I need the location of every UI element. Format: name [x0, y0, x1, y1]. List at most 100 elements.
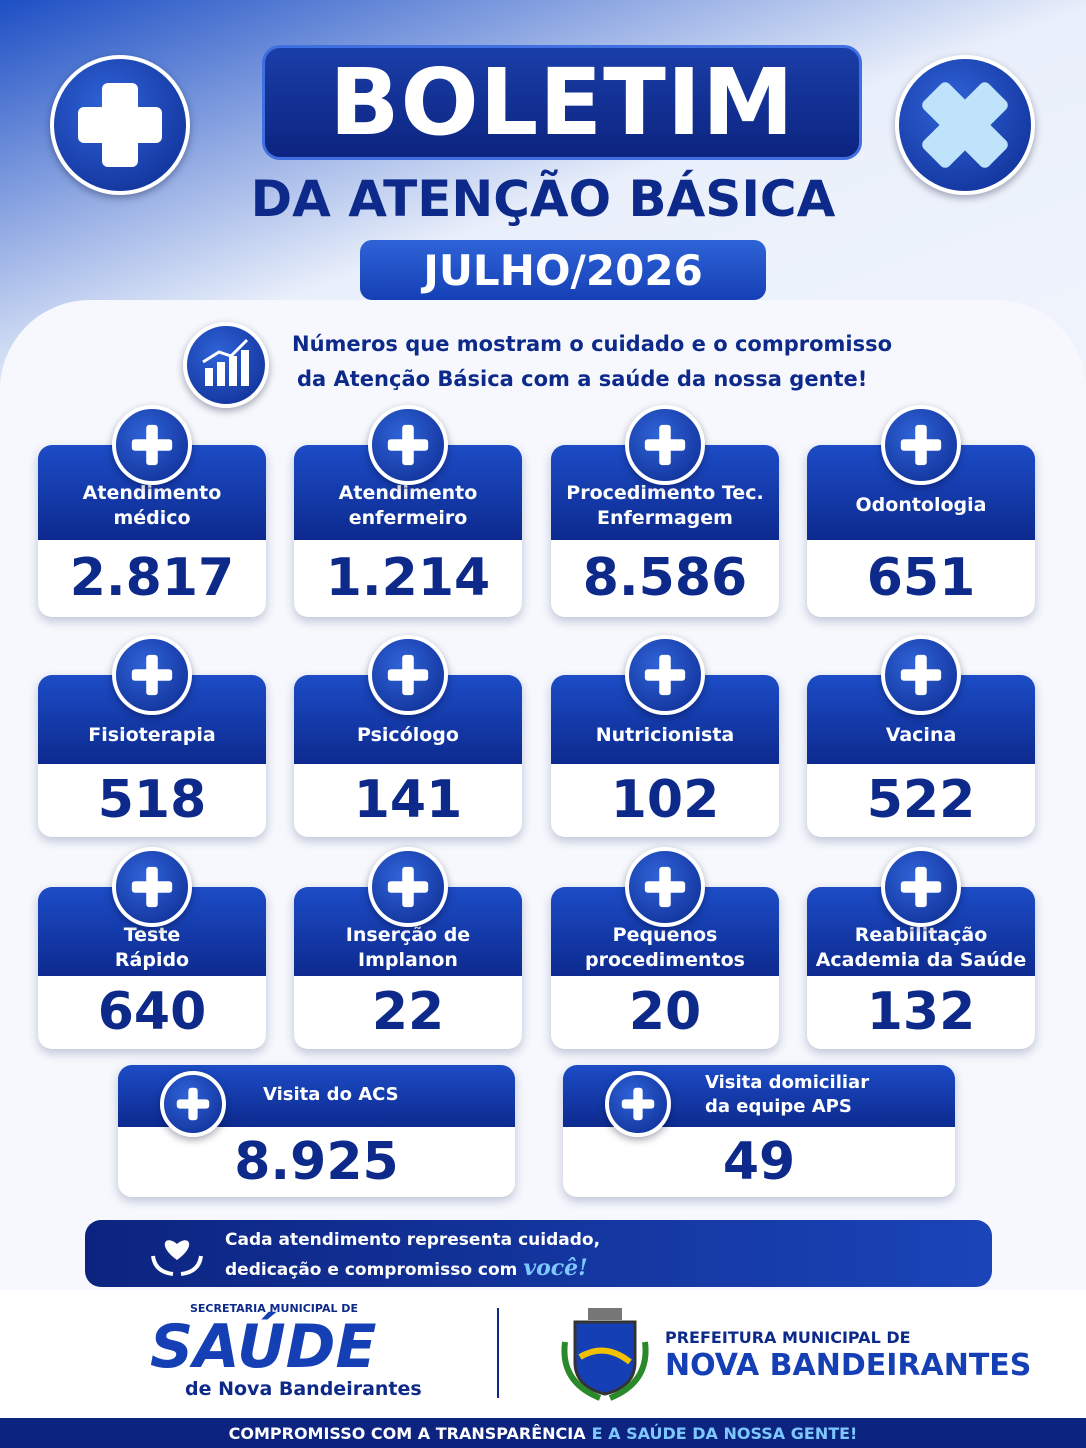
card-icon: [112, 847, 192, 927]
card-icon: [625, 405, 705, 485]
card-header: Inserção de Implanon: [294, 887, 522, 976]
banner-accent: você!: [523, 1255, 588, 1281]
card-label: Atendimento: [82, 482, 222, 504]
card-value: 640: [97, 982, 207, 1042]
period: JULHO/2026: [360, 240, 766, 300]
card-value: 141: [353, 770, 463, 830]
card-label: Psicólogo: [357, 724, 459, 746]
icon-glyph: [387, 654, 429, 696]
banner-line: dedicação e compromisso com você!: [225, 1255, 588, 1281]
banner-text: dedicação e compromisso com: [225, 1260, 518, 1280]
card-value: 2.817: [69, 548, 235, 608]
secretaria-bottom: de Nova Bandeirantes: [185, 1378, 422, 1400]
card-label: médico: [113, 507, 191, 529]
card-label: Inserção de: [345, 924, 471, 946]
icon-glyph: [131, 654, 173, 696]
card-value: 651: [866, 548, 976, 608]
card-label: Teste: [123, 924, 181, 946]
card-value: 132: [866, 982, 976, 1042]
card-icon: [112, 635, 192, 715]
card-icon: [881, 405, 961, 485]
card-value: 522: [866, 770, 976, 830]
card-value: 8.925: [234, 1132, 399, 1192]
footer: SECRETARIA MUNICIPAL DE SAÚDE de Nova Ba…: [0, 1290, 1086, 1418]
icon-glyph: [900, 866, 942, 908]
card-icon: [160, 1071, 226, 1137]
icon-glyph: [900, 424, 942, 466]
card-label: Reabilitação: [854, 924, 988, 946]
stat-card: Nutricionista 102: [551, 675, 779, 837]
icon-glyph: [387, 424, 429, 466]
heart-hands-icon: [151, 1240, 203, 1276]
bar-text: COMPROMISSO COM A TRANSPARÊNCIA: [228, 1423, 586, 1443]
icon-glyph: [621, 1087, 655, 1121]
secretaria-top: SECRETARIA MUNICIPAL DE: [190, 1302, 358, 1315]
card-value: 518: [97, 770, 207, 830]
intro-line: da Atenção Básica com a saúde da nossa g…: [297, 367, 868, 391]
card-label: Fisioterapia: [88, 724, 216, 746]
intro-line: Números que mostram o cuidado e o compro…: [292, 332, 893, 356]
subtitle: DA ATENÇÃO BÁSICA: [250, 170, 836, 228]
card-label: Atendimento: [338, 482, 478, 504]
icon-glyph: [131, 424, 173, 466]
secretaria-logo: SAÚDE: [150, 1312, 377, 1382]
card-header: Fisioterapia: [38, 675, 266, 764]
card-value: 22: [371, 982, 445, 1042]
card-label: da equipe APS: [705, 1096, 852, 1117]
card-icon: [368, 405, 448, 485]
card-value: 49: [722, 1132, 796, 1192]
icon-glyph: [644, 654, 686, 696]
icon-glyph: [900, 654, 942, 696]
card-value: 102: [610, 770, 720, 830]
card-label: enfermeiro: [348, 507, 468, 529]
coat-of-arms: [561, 1308, 649, 1401]
cross-badge: [895, 55, 1035, 195]
plus-badge: [50, 55, 190, 195]
card-icon: [625, 847, 705, 927]
chart-icon: [183, 322, 269, 408]
stat-card: Psicólogo 141: [294, 675, 522, 837]
prefeitura-name: NOVA BANDEIRANTES: [665, 1348, 1032, 1383]
chart-glyph: [202, 338, 249, 386]
card-icon: [605, 1071, 671, 1137]
card-icon: [368, 847, 448, 927]
bar-accent: E A SAÚDE DA NOSSA GENTE!: [591, 1423, 858, 1443]
prefeitura-top: PREFEITURA MUNICIPAL DE: [665, 1328, 911, 1347]
card-label: Pequenos: [612, 924, 718, 946]
card-label: Odontologia: [855, 494, 987, 516]
bottom-bar: COMPROMISSO COM A TRANSPARÊNCIA E A SAÚD…: [0, 1418, 1086, 1448]
card-label: Visita do ACS: [263, 1084, 399, 1105]
card-label: Rápido: [114, 949, 190, 971]
card-label: Implanon: [358, 949, 458, 971]
card-label: Vacina: [885, 724, 957, 746]
banner-line: Cada atendimento representa cuidado,: [225, 1230, 601, 1250]
card-value: 20: [628, 982, 702, 1042]
card-label: Procedimento Tec.: [566, 482, 764, 504]
card-icon: [881, 635, 961, 715]
card-label: Nutricionista: [595, 724, 735, 746]
icon-glyph: [644, 424, 686, 466]
icon-glyph: [131, 866, 173, 908]
icon-glyph: [644, 866, 686, 908]
stat-card: Reabilitação Academia da Saúde 132: [807, 887, 1035, 1049]
icon-glyph: [176, 1087, 210, 1121]
card-label: procedimentos: [585, 949, 745, 971]
card-header: Psicólogo: [294, 675, 522, 764]
card-label: Academia da Saúde: [815, 949, 1027, 971]
icon-glyph: [387, 866, 429, 908]
card-label: Visita domiciliar: [705, 1072, 870, 1093]
card-value: 1.214: [325, 548, 491, 608]
card-value: 8.586: [582, 548, 748, 608]
cross-icon: [922, 82, 1008, 168]
card-icon: [881, 847, 961, 927]
stat-card: Pequenos procedimentos 20: [551, 887, 779, 1049]
stat-card: Fisioterapia 518: [38, 675, 266, 837]
plus-icon: [78, 83, 162, 167]
card-label: Enfermagem: [597, 507, 733, 529]
divider: [497, 1308, 499, 1398]
banner: Cada atendimento representa cuidado, ded…: [85, 1220, 992, 1287]
card-icon: [368, 635, 448, 715]
card-icon: [625, 635, 705, 715]
title: BOLETIM: [262, 45, 862, 160]
